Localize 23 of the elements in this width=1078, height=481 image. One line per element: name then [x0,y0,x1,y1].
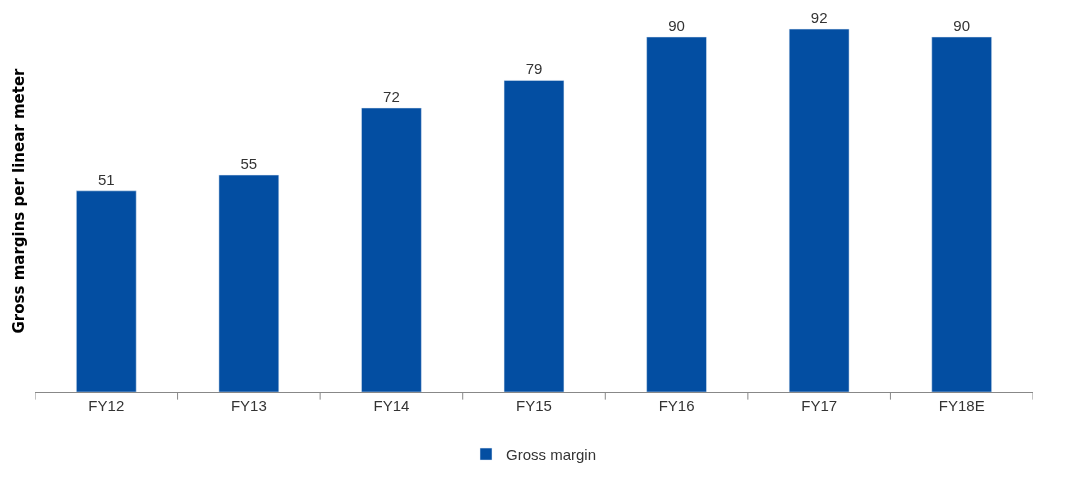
data-label: 90 [668,16,685,34]
x-tick-label: FY16 [658,397,695,414]
y-axis-title: Gross margins per linear meter [10,67,29,334]
data-label: 55 [240,155,258,173]
x-tick-label: FY14 [373,397,410,414]
data-label: 79 [525,60,543,78]
x-tick-label: FY17 [801,397,838,414]
data-label: 92 [810,9,828,27]
x-tick-label: FY13 [230,397,267,414]
data-label: 51 [97,170,115,188]
data-label: 90 [953,16,971,34]
bar [646,36,707,392]
bar [788,28,850,392]
x-tick-label: FY15 [516,397,552,414]
data-label: 72 [383,87,400,105]
bar [76,190,137,392]
legend-label: Gross margin [506,445,597,463]
x-tick-label: FY12 [88,397,125,414]
x-tick-label: FY18E [938,397,985,414]
bar [361,107,422,392]
bar [931,36,992,392]
bar [218,174,280,392]
bar [503,80,565,392]
